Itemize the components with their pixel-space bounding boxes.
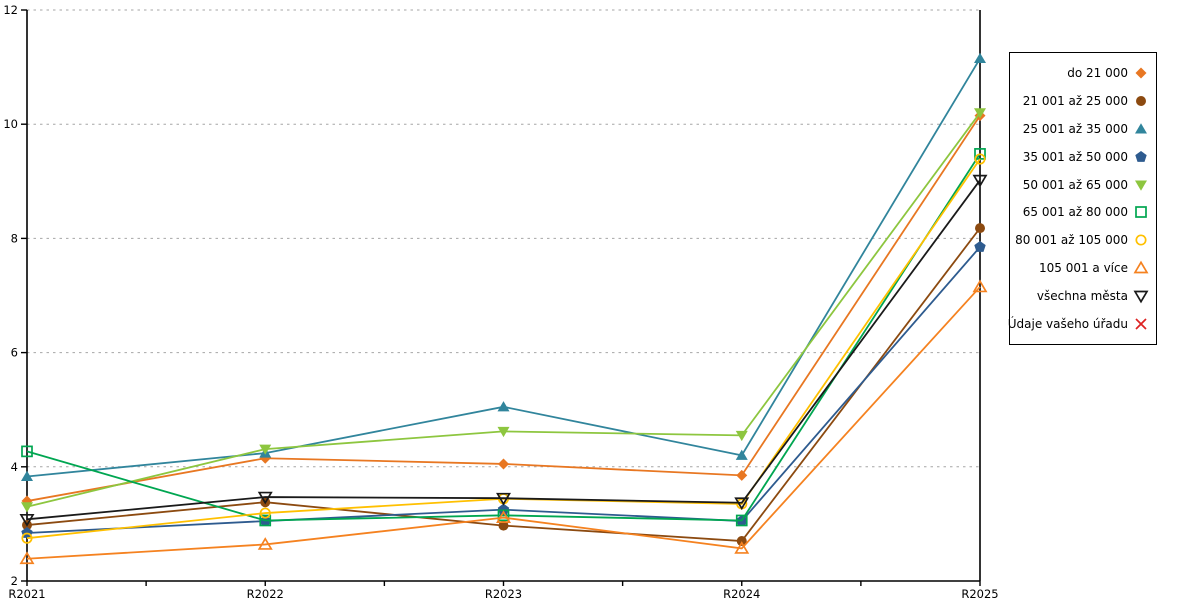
legend-item-4: 50 001 až 65 000	[1010, 177, 1156, 193]
x-tick-label: R2024	[723, 587, 760, 600]
legend-item-5: 65 001 až 80 000	[1010, 204, 1156, 220]
legend-item-9: Údaje vašeho úřadu	[1007, 316, 1156, 332]
legend-item-1: 21 001 až 25 000	[1010, 93, 1156, 109]
legend-item-3: 35 001 až 50 000	[1010, 149, 1156, 165]
y-tick-label: 2	[11, 574, 18, 588]
series-7	[19, 279, 988, 565]
legend-label: 35 001 až 50 000	[1022, 149, 1128, 164]
y-tick-label: 12	[3, 3, 18, 17]
triangle-up-open-icon	[1133, 260, 1149, 274]
legend-item-8: všechna města	[1010, 288, 1156, 304]
x-tick-label: R2023	[485, 587, 522, 600]
y-tick-label: 8	[11, 231, 18, 245]
legend-label: 65 001 až 80 000	[1022, 205, 1128, 220]
x-tick-label: R2025	[961, 587, 998, 600]
triangle-down-filled-icon	[1135, 180, 1147, 191]
legend-label: Údaje vašeho úřadu	[1007, 316, 1128, 331]
pentagon-filled-icon	[1135, 150, 1147, 162]
x-tick-label: R2021	[8, 587, 45, 600]
triangle-down-open-icon	[1133, 290, 1149, 304]
series-8	[19, 174, 988, 527]
legend-item-2: 25 001 až 35 000	[1010, 121, 1156, 137]
series-0	[21, 110, 986, 507]
triangle-up-filled-icon	[1135, 123, 1147, 134]
legend-label: do 21 000	[1067, 65, 1128, 80]
legend-label: 25 001 až 35 000	[1022, 121, 1128, 136]
series-2	[21, 52, 986, 482]
legend-item-7: 105 001 a více	[1010, 260, 1156, 276]
legend-item-6: 80 001 až 105 000	[1010, 232, 1156, 248]
series-6	[21, 153, 986, 544]
square-open-icon	[1135, 206, 1147, 219]
series-4	[21, 108, 986, 513]
diamond-filled-icon	[1135, 67, 1147, 79]
series-5	[21, 148, 986, 527]
legend-label: 21 001 až 25 000	[1022, 93, 1128, 108]
legend-label: 80 001 až 105 000	[1015, 233, 1128, 248]
x-tick-label: R2022	[247, 587, 284, 600]
legend-item-0: do 21 000	[1010, 65, 1156, 81]
legend: do 21 000 21 001 až 25 000 25 001 až 35 00…	[1007, 52, 1157, 345]
legend-label: 105 001 a více	[1038, 261, 1128, 276]
circle-filled-icon	[1136, 95, 1146, 106]
x-icon	[1135, 318, 1147, 330]
legend-label: všechna města	[1036, 289, 1128, 304]
y-tick-label: 10	[3, 117, 18, 131]
legend-label: 50 001 až 65 000	[1022, 177, 1128, 192]
y-tick-label: 6	[11, 346, 18, 360]
circle-open-icon	[1135, 234, 1147, 246]
y-tick-label: 4	[11, 460, 18, 474]
